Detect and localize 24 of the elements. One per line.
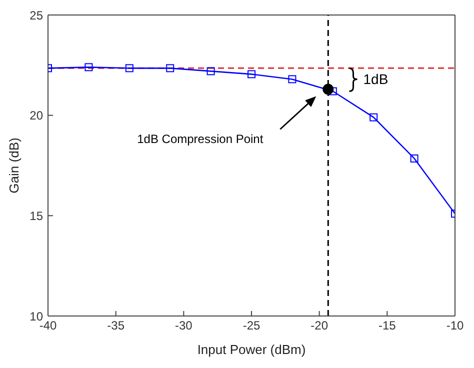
point	[328, 87, 337, 96]
annotation: 1dB	[363, 71, 388, 88]
point	[322, 84, 334, 95]
x-tick-label: -15	[378, 318, 396, 333]
y-tick-label: 10	[30, 309, 44, 324]
point	[248, 70, 256, 78]
point	[125, 64, 134, 72]
point	[410, 154, 418, 162]
point	[84, 63, 93, 72]
point	[288, 75, 296, 84]
x-tick-label: -35	[107, 318, 125, 333]
x-tick-label: -30	[174, 318, 193, 333]
y-axis-title: Gain (dB)	[6, 138, 22, 194]
y-tick-label: 15	[30, 208, 44, 223]
point	[370, 113, 378, 122]
annotation: 1dB Compression Point	[137, 132, 264, 146]
y-tick-label: 25	[30, 8, 44, 22]
point	[206, 67, 215, 76]
x-tick-label: -25	[242, 318, 260, 333]
x-tick-label: -20	[310, 318, 328, 333]
y-tick-label: 20	[30, 108, 44, 123]
point	[166, 64, 174, 72]
x-axis-title: Input Power (dBm)	[197, 342, 306, 357]
x-tick-label: -10	[446, 318, 464, 333]
